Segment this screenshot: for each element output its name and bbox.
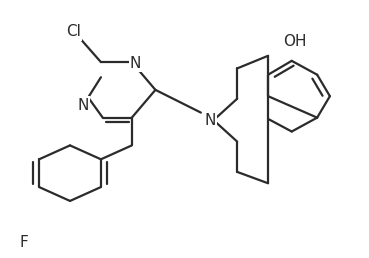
Text: N: N	[130, 56, 141, 71]
Text: F: F	[20, 235, 28, 250]
Text: OH: OH	[283, 34, 306, 49]
Text: N: N	[77, 98, 89, 112]
Text: Cl: Cl	[66, 24, 81, 39]
Text: N: N	[204, 113, 216, 128]
